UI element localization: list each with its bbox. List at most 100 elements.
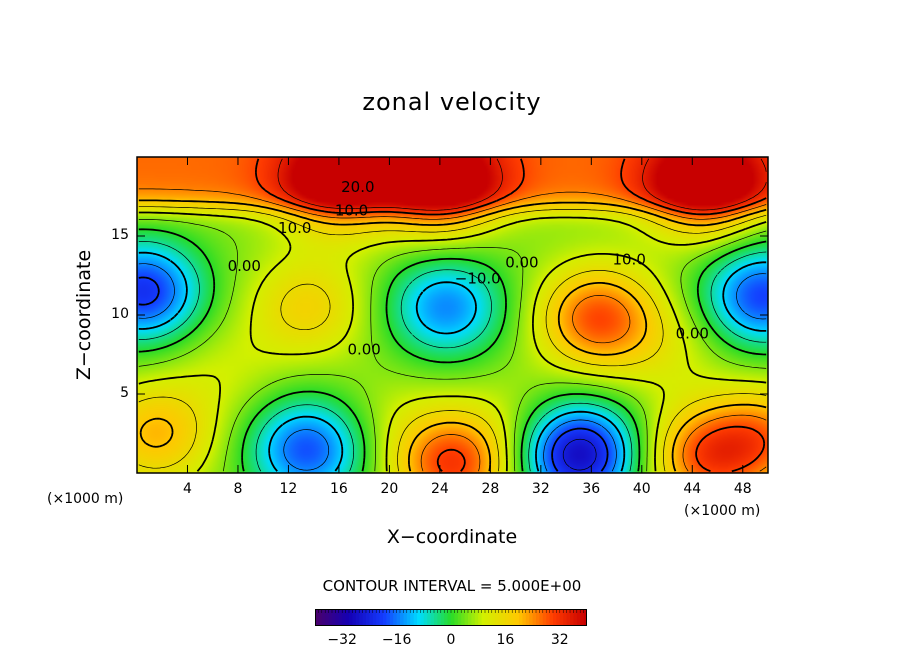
y-tick-label: 10 (111, 306, 129, 322)
colorbar-segment (315, 609, 319, 626)
colorbar-segment (430, 609, 435, 626)
x-tick-label: 24 (430, 481, 449, 497)
colorbar-segment (559, 609, 564, 626)
colorbar-segment (468, 609, 472, 626)
colorbar-segment (461, 609, 466, 626)
colorbar-segment (454, 609, 459, 626)
x-tick-label: 12 (279, 481, 298, 497)
colorbar-segment (440, 609, 445, 626)
contour-label: 10.0 (612, 250, 645, 268)
x-tick-label: 4 (183, 481, 192, 497)
colorbar-segment (406, 609, 411, 626)
colorbar-segment (576, 609, 581, 626)
colorbar-segment (434, 609, 438, 626)
colorbar-segment (335, 609, 340, 626)
colorbar-segment (383, 609, 387, 626)
colorbar-segment (400, 609, 404, 626)
contour-label: 0.00 (228, 257, 261, 275)
colorbar-segment (570, 609, 574, 626)
x-tick-label: 16 (329, 481, 348, 497)
colorbar-segment (525, 609, 530, 626)
colorbar-segment (447, 609, 452, 626)
colorbar-tick-label: −16 (381, 632, 412, 648)
x-axis-label: X−coordinate (386, 526, 518, 548)
colorbar-segment (522, 609, 527, 626)
colorbar-segment (342, 609, 347, 626)
colorbar-segment (563, 609, 568, 626)
colorbar-segment (332, 609, 336, 626)
colorbar-segment (410, 609, 415, 626)
colorbar-segment (359, 609, 364, 626)
colorbar-segment (366, 609, 370, 626)
colorbar-tick-label: 0 (446, 632, 456, 648)
colorbar-segment (485, 609, 489, 626)
colorbar-segment (519, 609, 523, 626)
colorbar-segment (352, 609, 357, 626)
plot-area: 20.0 10.0 10.0 10.0 0.00 0.00 −10.0 0.00 0.00 (137, 157, 768, 473)
colorbar-segment (542, 609, 547, 626)
colorbar-tick-label: 32 (550, 632, 569, 648)
colorbar-segment (451, 609, 455, 626)
contour-label: 10.0 (278, 219, 311, 237)
colorbar-segment (583, 609, 588, 626)
colorbar-segment (478, 609, 483, 626)
colorbar-segment (338, 609, 343, 626)
x-tick-label: 8 (233, 481, 243, 497)
x-tick-label: 44 (683, 481, 702, 497)
x-tick-label: 36 (582, 481, 601, 497)
colorbar-segment (471, 609, 476, 626)
colorbar-segment (573, 609, 578, 626)
colorbar-segment (355, 609, 360, 626)
colorbar-svg (314, 609, 588, 626)
colorbar-segment (536, 609, 540, 626)
x-tick-label: 48 (733, 481, 752, 497)
chart-title: zonal velocity (362, 88, 542, 116)
colorbar-segment (502, 609, 506, 626)
colorbar-segment (420, 609, 425, 626)
colorbar-segment (553, 609, 557, 626)
colorbar-tick-label: 16 (496, 632, 515, 648)
colorbar-segment (556, 609, 561, 626)
colorbar-segment (427, 609, 432, 626)
x-unit-label-right: (×1000 m) (684, 503, 761, 519)
colorbar-segment (376, 609, 381, 626)
colorbar-segment (328, 609, 333, 626)
velocity-field-image (137, 157, 768, 473)
colorbar-segment (321, 609, 326, 626)
colorbar-segment (403, 609, 408, 626)
x-tick-label: 28 (481, 481, 500, 497)
colorbar-segment (413, 609, 418, 626)
x-tick-label: 20 (380, 481, 399, 497)
y-tick-label: 15 (111, 227, 129, 243)
colorbar-segment (505, 609, 510, 626)
colorbar-tick-label: −32 (327, 632, 357, 648)
colorbar-segment (318, 609, 323, 626)
colorbar-segment (396, 609, 401, 626)
colorbar-segment (515, 609, 520, 626)
colorbar-segment (372, 609, 377, 626)
y-axis-label: Z−coordinate (73, 249, 95, 381)
colorbar-segment (457, 609, 462, 626)
colorbar-segment (379, 609, 384, 626)
colorbar-segment (437, 609, 442, 626)
colorbar-segment (481, 609, 486, 626)
x-unit-label-left: (×1000 m) (47, 491, 124, 507)
colorbar-segment (491, 609, 496, 626)
colorbar-segment (512, 609, 517, 626)
contour-plot-svg: 20.010.010.010.00.00 0.00−10.00.000.00 (137, 157, 768, 473)
y-tick-label: 5 (120, 385, 129, 401)
colorbar-segment (345, 609, 350, 626)
x-tick-label: 40 (632, 481, 651, 497)
colorbar-segment (539, 609, 544, 626)
colorbar-segment (325, 609, 330, 626)
contour-label: 20.0 (341, 178, 374, 196)
colorbar-segment (369, 609, 374, 626)
colorbar-segment (546, 609, 551, 626)
colorbar-segment (529, 609, 534, 626)
colorbar-segment (495, 609, 500, 626)
contour-label: 0.00 (505, 254, 538, 272)
contour-label: 0.00 (676, 325, 709, 343)
colorbar (314, 609, 588, 626)
colorbar-segment (423, 609, 428, 626)
